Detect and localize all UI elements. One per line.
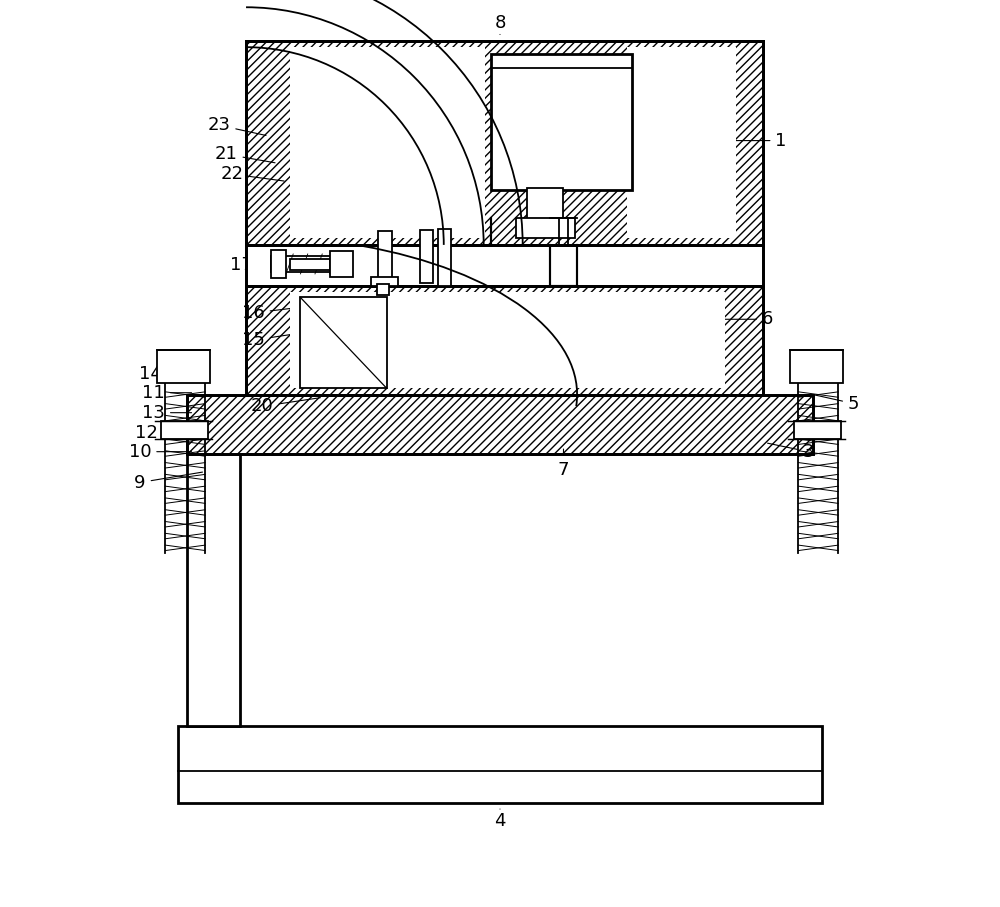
Text: 11: 11 [142, 384, 192, 402]
Bar [246, 245, 763, 286]
Text: 4: 4 [494, 809, 506, 830]
Text: 13: 13 [142, 404, 192, 422]
Bar [794, 421, 841, 439]
Text: 22: 22 [221, 165, 284, 183]
Text: 17: 17 [230, 256, 298, 274]
Bar [157, 350, 210, 383]
Bar [420, 230, 433, 283]
Bar [438, 229, 451, 286]
Text: 1: 1 [734, 132, 787, 150]
Bar [290, 292, 725, 388]
Bar [330, 251, 353, 277]
Bar [300, 297, 387, 388]
Bar [246, 41, 763, 245]
Bar [491, 54, 632, 190]
Text: 8: 8 [494, 14, 506, 34]
Bar [178, 726, 822, 803]
Bar [378, 231, 392, 281]
Bar [187, 395, 813, 454]
Text: 15: 15 [242, 319, 390, 349]
Bar [516, 218, 575, 238]
Bar [246, 286, 763, 395]
Text: 23: 23 [207, 116, 266, 135]
Text: 10: 10 [129, 443, 192, 461]
Bar [290, 259, 330, 270]
Bar [790, 350, 843, 383]
Text: 7: 7 [558, 449, 569, 479]
Bar [246, 41, 763, 245]
Bar [553, 254, 575, 277]
Bar [290, 47, 485, 238]
Text: 18: 18 [584, 322, 655, 340]
Bar [246, 286, 763, 395]
Text: 6: 6 [702, 310, 773, 328]
Text: 19: 19 [529, 172, 552, 190]
Bar [627, 47, 736, 238]
Bar [271, 250, 286, 278]
Text: 14: 14 [139, 365, 192, 383]
Text: 20: 20 [251, 397, 320, 415]
Bar [271, 256, 344, 272]
Bar [187, 440, 240, 726]
Text: 5: 5 [816, 395, 859, 413]
Bar [246, 41, 763, 395]
Bar [187, 395, 813, 454]
Bar [527, 188, 563, 219]
Text: 9: 9 [134, 473, 202, 492]
Text: 16: 16 [242, 304, 311, 322]
Text: 3: 3 [768, 443, 814, 461]
Bar [371, 277, 398, 286]
Text: 12: 12 [135, 424, 192, 442]
Bar [161, 421, 208, 439]
Text: 21: 21 [215, 145, 275, 163]
Bar [377, 284, 389, 295]
